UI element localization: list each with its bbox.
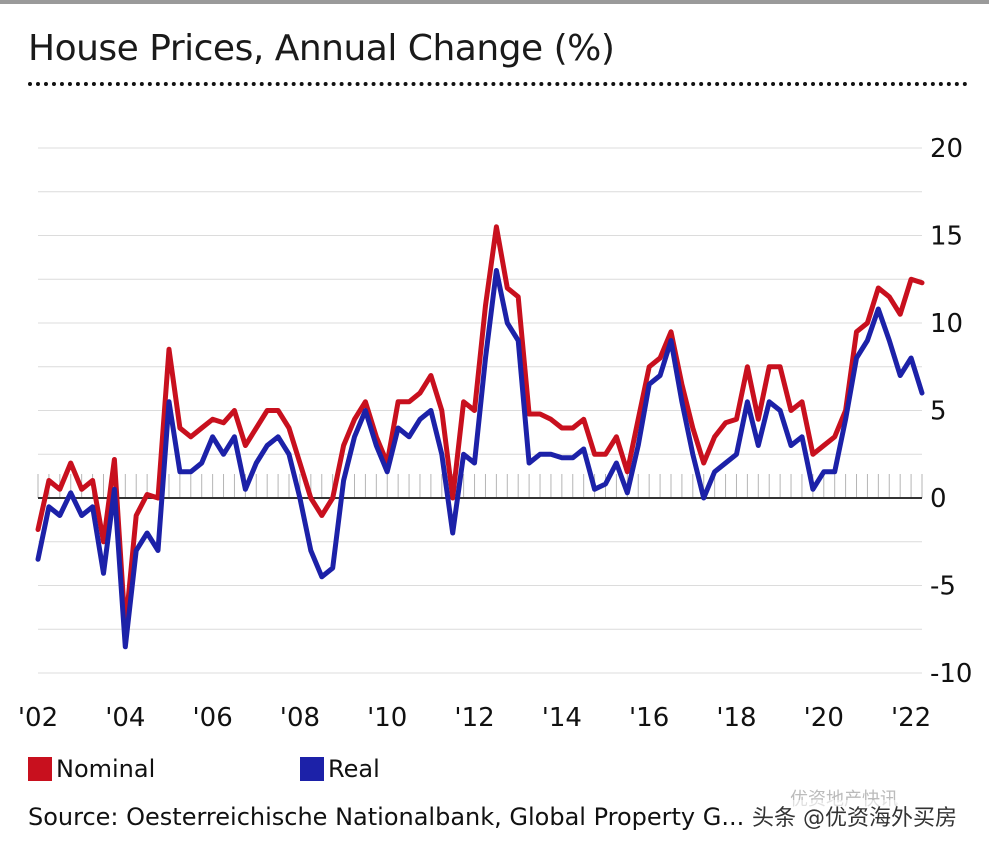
source-note: Source: Oesterreichische Nationalbank, G… bbox=[28, 803, 745, 831]
top-rule bbox=[0, 0, 989, 4]
y-tick-label: 15 bbox=[930, 222, 963, 252]
line-chart: 20 15 10 5 0 -5 -10 '02 '04 '06 '08 '10 '12 '14 '16 '18… bbox=[18, 134, 973, 733]
x-tick-label: '12 bbox=[454, 703, 494, 733]
legend-item-real: Real bbox=[300, 754, 380, 784]
x-tick-label: '14 bbox=[542, 703, 582, 733]
chart-title: House Prices, Annual Change (%) bbox=[28, 28, 615, 69]
x-tick-label: '18 bbox=[716, 703, 756, 733]
legend-item-nominal: Nominal bbox=[28, 754, 155, 784]
y-tick-label: -5 bbox=[930, 572, 956, 602]
x-tick-label: '08 bbox=[280, 703, 320, 733]
legend-label-nominal: Nominal bbox=[56, 755, 156, 783]
x-tick-label: '10 bbox=[367, 703, 407, 733]
title-dotted-rule bbox=[28, 82, 968, 86]
x-tick-label: '02 bbox=[18, 703, 58, 733]
legend-label-real: Real bbox=[328, 755, 380, 783]
legend-swatch-real bbox=[300, 757, 324, 781]
x-tick-label: '20 bbox=[804, 703, 844, 733]
y-tick-label: 5 bbox=[930, 397, 947, 427]
x-tick-label: '22 bbox=[891, 703, 931, 733]
y-tick-label: -10 bbox=[930, 659, 972, 689]
y-tick-label: 20 bbox=[930, 134, 963, 164]
y-tick-label: 0 bbox=[930, 484, 947, 514]
y-tick-label: 10 bbox=[930, 309, 963, 339]
watermark: 头条 @优资海外买房 bbox=[748, 800, 961, 832]
x-tick-label: '04 bbox=[105, 703, 145, 733]
x-tick-label: '16 bbox=[629, 703, 669, 733]
series-line-real bbox=[35, 268, 925, 650]
x-tick-label: '06 bbox=[193, 703, 233, 733]
series-line-nominal bbox=[35, 224, 925, 632]
legend-swatch-nominal bbox=[28, 757, 52, 781]
